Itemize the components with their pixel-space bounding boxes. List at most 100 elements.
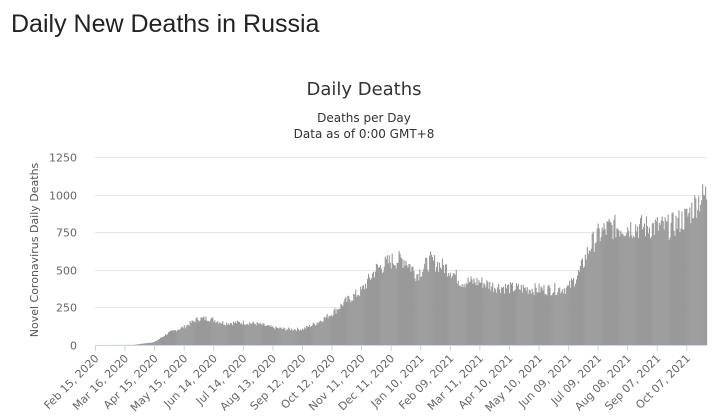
bar <box>355 289 357 345</box>
bar <box>476 277 478 345</box>
bar <box>694 195 696 345</box>
bar <box>561 291 563 345</box>
bar <box>182 328 184 345</box>
bar <box>266 325 268 345</box>
bar <box>478 280 480 345</box>
bar <box>447 273 449 345</box>
bar <box>459 285 461 345</box>
bar <box>169 330 172 345</box>
bar <box>244 324 246 345</box>
bar <box>384 256 386 345</box>
y-tick-label: 500 <box>56 265 77 278</box>
bar <box>691 202 693 345</box>
bar <box>643 223 646 345</box>
bar <box>329 316 331 345</box>
bar <box>376 264 378 345</box>
bar <box>423 268 425 345</box>
bar <box>517 283 519 345</box>
bar <box>411 266 413 345</box>
bar <box>523 287 525 345</box>
bar <box>170 330 173 345</box>
bar <box>307 327 310 345</box>
bar <box>194 322 196 345</box>
chart-title: Daily Deaths <box>306 79 421 100</box>
bar <box>175 331 177 345</box>
bar <box>533 295 535 345</box>
bar <box>352 300 354 345</box>
bar <box>646 226 649 345</box>
bar <box>286 329 288 345</box>
bar <box>408 263 410 345</box>
bar <box>545 293 547 345</box>
bar <box>290 330 292 345</box>
bar <box>518 289 520 345</box>
bar <box>206 320 208 345</box>
bar <box>496 293 498 345</box>
bar <box>464 287 466 345</box>
bar <box>498 283 500 345</box>
bar <box>166 334 169 345</box>
bar <box>426 258 428 345</box>
bar <box>420 277 422 345</box>
bar <box>262 323 264 345</box>
bar <box>434 255 436 345</box>
bar <box>465 283 467 345</box>
bar <box>544 294 546 345</box>
bar <box>699 211 701 345</box>
bar <box>429 255 431 345</box>
bar <box>202 317 204 345</box>
bar <box>343 301 345 345</box>
bar <box>427 269 429 345</box>
y-tick-label: 1250 <box>49 152 77 165</box>
bar <box>497 287 499 345</box>
bar <box>291 328 293 345</box>
bar <box>490 290 492 345</box>
bar <box>284 328 286 345</box>
bar <box>570 287 572 345</box>
bar <box>231 325 234 345</box>
bar <box>298 329 300 345</box>
bar <box>421 276 423 345</box>
bar <box>425 257 427 345</box>
bar <box>469 281 471 345</box>
bar <box>522 284 524 345</box>
bar <box>671 213 673 345</box>
bar <box>214 320 216 345</box>
bar <box>299 330 301 345</box>
bar <box>639 218 642 345</box>
bar <box>537 292 539 345</box>
bar <box>654 219 656 345</box>
bar <box>333 310 335 345</box>
bar <box>315 324 317 345</box>
bar <box>353 293 355 345</box>
bar <box>245 324 247 345</box>
bar <box>319 320 321 345</box>
bar <box>440 269 443 345</box>
bar <box>374 271 377 345</box>
bar <box>145 343 147 345</box>
bar <box>247 325 249 345</box>
bar <box>270 325 272 345</box>
bar <box>471 279 473 345</box>
bar <box>142 343 144 345</box>
bar <box>635 224 637 345</box>
bar <box>651 223 653 345</box>
bar <box>556 294 558 345</box>
bar <box>154 341 156 345</box>
bar <box>176 330 178 345</box>
bar <box>305 325 308 345</box>
bar <box>390 268 392 345</box>
bar <box>310 326 312 345</box>
bar <box>571 278 573 345</box>
bar <box>322 321 324 345</box>
bar <box>195 318 197 345</box>
bar <box>317 323 319 345</box>
bar <box>645 216 648 345</box>
bar <box>265 325 267 345</box>
bar <box>163 336 165 345</box>
bar <box>453 273 455 345</box>
bar <box>424 263 426 345</box>
bar <box>224 324 226 345</box>
bar <box>640 215 643 345</box>
bar <box>540 286 542 345</box>
